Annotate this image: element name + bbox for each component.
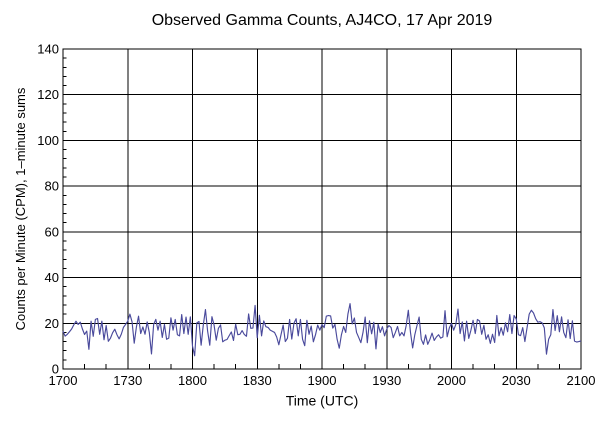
svg-text:80: 80 — [45, 179, 59, 194]
svg-text:Time (UTC): Time (UTC) — [286, 393, 359, 409]
svg-text:120: 120 — [37, 87, 59, 102]
svg-text:2030: 2030 — [502, 373, 531, 388]
svg-text:2000: 2000 — [437, 373, 466, 388]
svg-text:0: 0 — [52, 362, 59, 377]
svg-text:60: 60 — [45, 224, 59, 239]
svg-text:Observed Gamma Counts, AJ4CO,: Observed Gamma Counts, AJ4CO, 17 Apr 201… — [152, 12, 493, 29]
svg-text:140: 140 — [37, 42, 59, 57]
svg-text:1800: 1800 — [178, 373, 207, 388]
svg-text:40: 40 — [45, 270, 59, 285]
svg-text:100: 100 — [37, 133, 59, 148]
svg-text:2100: 2100 — [567, 373, 596, 388]
svg-text:1700: 1700 — [49, 373, 78, 388]
svg-text:1900: 1900 — [308, 373, 337, 388]
svg-text:20: 20 — [45, 316, 59, 331]
svg-text:Counts per Minute (CPM), 1–min: Counts per Minute (CPM), 1–minute sums — [13, 87, 28, 330]
svg-text:1830: 1830 — [243, 373, 272, 388]
svg-text:1930: 1930 — [372, 373, 401, 388]
svg-text:1730: 1730 — [113, 373, 142, 388]
